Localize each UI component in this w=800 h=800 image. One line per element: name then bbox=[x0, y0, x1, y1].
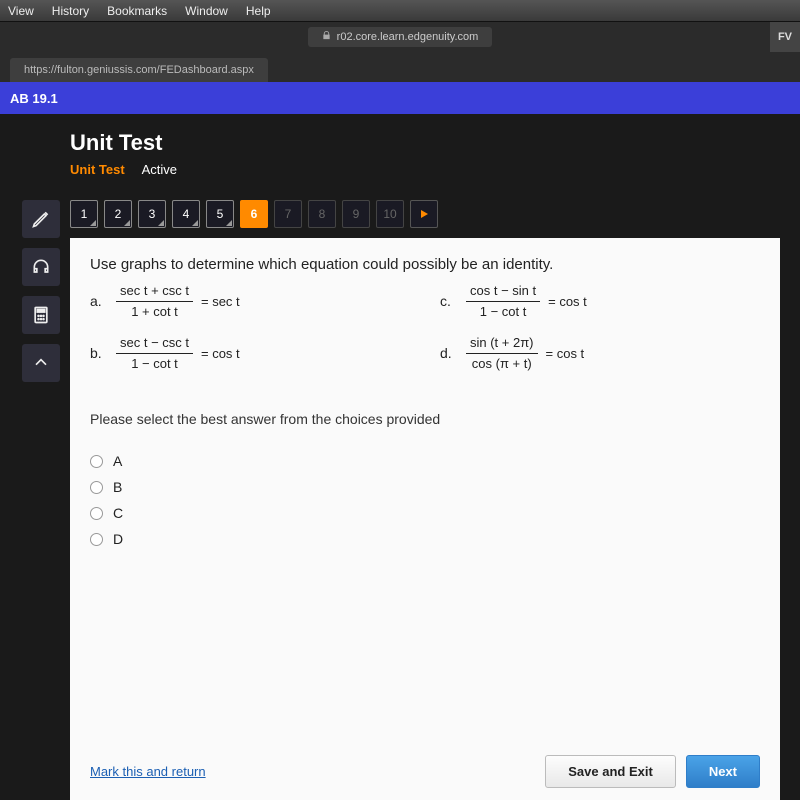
option-a: a. sec t + csc t 1 + cot t = sec t bbox=[90, 283, 410, 319]
option-c-rhs: = cos t bbox=[548, 294, 587, 309]
option-letter: a. bbox=[90, 293, 106, 309]
right-corner-badge: FV bbox=[770, 22, 800, 52]
menu-view[interactable]: View bbox=[8, 4, 34, 18]
question-nav-play[interactable] bbox=[410, 200, 438, 228]
choice-c[interactable]: C bbox=[90, 505, 760, 521]
radio-a[interactable] bbox=[90, 455, 103, 468]
option-d-denominator: cos (π + t) bbox=[472, 354, 532, 372]
question-footer: Mark this and return Save and Exit Next bbox=[90, 755, 760, 788]
option-letter: d. bbox=[440, 345, 456, 361]
lock-icon bbox=[322, 31, 331, 43]
option-b-denominator: 1 − cot t bbox=[131, 354, 178, 372]
mark-and-return-link[interactable]: Mark this and return bbox=[90, 764, 206, 779]
question-panel: Use graphs to determine which equation c… bbox=[70, 238, 780, 800]
question-nav-10[interactable]: 10 bbox=[376, 200, 404, 228]
choice-label: C bbox=[113, 505, 123, 521]
page-title: Unit Test bbox=[70, 130, 177, 156]
choice-label: B bbox=[113, 479, 122, 495]
question-nav-9[interactable]: 9 bbox=[342, 200, 370, 228]
menu-window[interactable]: Window bbox=[185, 4, 228, 18]
choice-list: A B C D bbox=[90, 453, 760, 547]
course-label: AB 19.1 bbox=[10, 91, 58, 106]
save-and-exit-button[interactable]: Save and Exit bbox=[545, 755, 676, 788]
question-nav-3[interactable]: 3 bbox=[138, 200, 166, 228]
calculator-icon[interactable] bbox=[22, 296, 60, 334]
question-nav-8[interactable]: 8 bbox=[308, 200, 336, 228]
option-b-numerator: sec t − csc t bbox=[116, 335, 193, 354]
browser-url-bar: r02.core.learn.edgenuity.com FV bbox=[0, 22, 800, 52]
choice-b[interactable]: B bbox=[90, 479, 760, 495]
question-nav-2[interactable]: 2 bbox=[104, 200, 132, 228]
next-button[interactable]: Next bbox=[686, 755, 760, 788]
option-a-denominator: 1 + cot t bbox=[131, 302, 178, 320]
question-nav-1[interactable]: 1 bbox=[70, 200, 98, 228]
option-d-rhs: = cos t bbox=[546, 346, 585, 361]
menu-bookmarks[interactable]: Bookmarks bbox=[107, 4, 167, 18]
tab-active[interactable]: Active bbox=[142, 162, 177, 177]
answer-options-grid: a. sec t + csc t 1 + cot t = sec t c. co… bbox=[90, 283, 760, 371]
url-box[interactable]: r02.core.learn.edgenuity.com bbox=[308, 27, 493, 47]
option-b-rhs: = cos t bbox=[201, 346, 240, 361]
option-letter: c. bbox=[440, 293, 456, 309]
choice-label: D bbox=[113, 531, 123, 547]
option-a-numerator: sec t + csc t bbox=[116, 283, 193, 302]
question-nav-5[interactable]: 5 bbox=[206, 200, 234, 228]
option-d: d. sin (t + 2π) cos (π + t) = cos t bbox=[440, 335, 760, 371]
mac-menu-bar: View History Bookmarks Window Help bbox=[0, 0, 800, 22]
question-nav-6[interactable]: 6 bbox=[240, 200, 268, 228]
option-b: b. sec t − csc t 1 − cot t = cos t bbox=[90, 335, 410, 371]
option-c-denominator: 1 − cot t bbox=[480, 302, 527, 320]
footer-buttons: Save and Exit Next bbox=[545, 755, 760, 788]
choice-d[interactable]: D bbox=[90, 531, 760, 547]
choice-a[interactable]: A bbox=[90, 453, 760, 469]
menu-history[interactable]: History bbox=[52, 4, 89, 18]
option-letter: b. bbox=[90, 345, 106, 361]
choice-label: A bbox=[113, 453, 122, 469]
radio-c[interactable] bbox=[90, 507, 103, 520]
option-d-numerator: sin (t + 2π) bbox=[466, 335, 538, 354]
question-nav-row: 1 2 3 4 5 6 7 8 9 10 bbox=[70, 200, 438, 228]
question-nav-7[interactable]: 7 bbox=[274, 200, 302, 228]
course-header-bar: AB 19.1 bbox=[0, 82, 800, 114]
headphones-icon[interactable] bbox=[22, 248, 60, 286]
page-header: Unit Test Unit Test Active bbox=[70, 130, 177, 177]
option-c: c. cos t − sin t 1 − cot t = cos t bbox=[440, 283, 760, 319]
question-prompt: Use graphs to determine which equation c… bbox=[90, 256, 760, 273]
option-a-rhs: = sec t bbox=[201, 294, 240, 309]
radio-b[interactable] bbox=[90, 481, 103, 494]
left-toolbar bbox=[22, 200, 62, 382]
collapse-icon[interactable] bbox=[22, 344, 60, 382]
menu-help[interactable]: Help bbox=[246, 4, 271, 18]
browser-tab[interactable]: https://fulton.geniussis.com/FEDashboard… bbox=[10, 58, 268, 82]
tab-unit-test[interactable]: Unit Test bbox=[70, 162, 125, 177]
answer-instruction: Please select the best answer from the c… bbox=[90, 411, 760, 427]
url-text: r02.core.learn.edgenuity.com bbox=[337, 31, 479, 43]
radio-d[interactable] bbox=[90, 533, 103, 546]
browser-tab-strip: https://fulton.geniussis.com/FEDashboard… bbox=[0, 52, 800, 82]
option-c-numerator: cos t − sin t bbox=[466, 283, 540, 302]
question-nav-4[interactable]: 4 bbox=[172, 200, 200, 228]
pencil-icon[interactable] bbox=[22, 200, 60, 238]
